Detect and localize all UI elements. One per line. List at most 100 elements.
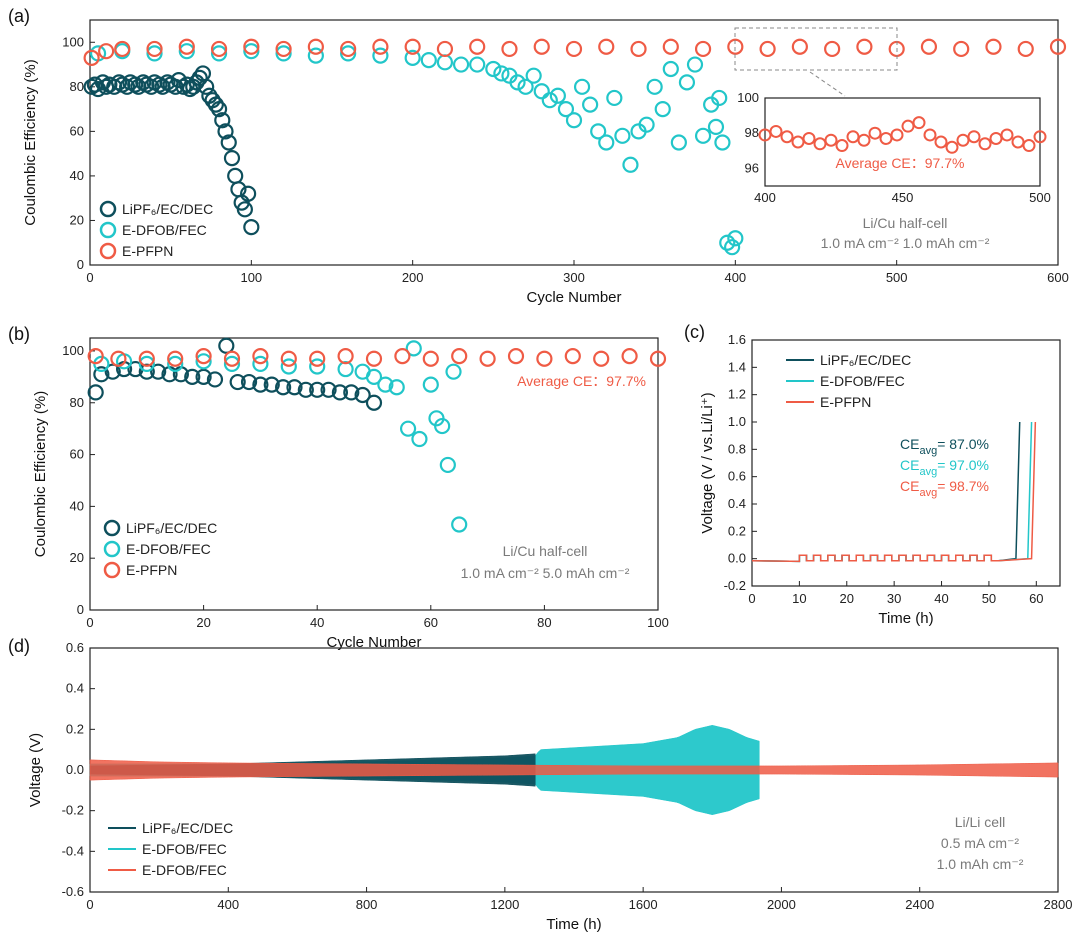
panel-b-data-point [621, 348, 638, 365]
panel-b-data-point [286, 379, 303, 396]
inset-data-point [813, 137, 827, 151]
panel-a-data-point [98, 43, 115, 60]
inset-data-point [967, 130, 981, 144]
panel-c-y-tick-label: 1.0 [728, 414, 746, 429]
panel-d-legend-label: E-DFOB/FEC [142, 841, 227, 857]
panel-a-data-point [565, 40, 583, 58]
panel-a-data-point [727, 230, 744, 247]
panel-d-x-tick-label: 2400 [905, 897, 934, 912]
panel-b-data-point [263, 376, 280, 393]
panel-d-y-tick-label: 0.6 [66, 640, 84, 655]
panel-a-data-point [694, 127, 712, 144]
panel-b-data-point [240, 373, 258, 391]
panel-a-data-point [135, 74, 152, 91]
inset-data-point [945, 140, 959, 154]
inset-data-point [956, 133, 970, 147]
panel-a-data-point [127, 76, 144, 93]
panel-c-plot-frame [751, 339, 1061, 587]
panel-b-data-point [411, 430, 428, 448]
panel-b-data-point [593, 350, 610, 367]
panel-a-data-point [590, 123, 607, 140]
inset-data-point [824, 133, 838, 147]
inset-data-point [934, 135, 948, 149]
panel-d-legend-label: LiPF₆/EC/DEC [142, 820, 233, 836]
panel-b-data-point [252, 376, 269, 393]
panel-a-data-point [436, 54, 454, 71]
inset-data-point [1033, 130, 1047, 144]
panel-a-data-point [227, 167, 244, 185]
panel-c-y-tick-label: 0.8 [728, 441, 746, 456]
panel-c-y-axis-label: Voltage (V / vs.Li/Li⁺) [699, 392, 716, 533]
panel-b-data-point [87, 384, 104, 401]
panel-d-y-tick-label: 0.4 [66, 681, 84, 696]
panel-b-y-tick-label: 100 [62, 343, 84, 358]
panel-b-data-point [195, 368, 212, 385]
panel-c-legend-label: E-PFPN [820, 394, 871, 410]
panel-b-data-point [377, 376, 394, 393]
panel-a-data-point [236, 201, 253, 218]
panel-b-legend-marker [103, 561, 121, 579]
panel-a-data-point [525, 67, 542, 84]
panel-b-data-point [343, 384, 360, 401]
panel-a-data-point [83, 49, 100, 66]
panel-a-data-point [210, 45, 228, 62]
panel-a-x-tick-label: 400 [724, 270, 746, 285]
panel-a-data-point [485, 60, 502, 78]
panel-d-panel-label: (d) [8, 636, 30, 656]
panel-b-data-point [394, 348, 411, 365]
panel-c-y-tick-label: 0.6 [728, 469, 746, 484]
panel-a-data-point [243, 43, 260, 60]
panel-b-cell-note: Li/Cu half-cell [503, 543, 588, 559]
panel-a-data-point [210, 40, 228, 58]
panel-a-data-point [509, 74, 526, 91]
panel-c-x-tick-label: 30 [887, 591, 901, 606]
panel-a-data-point [146, 40, 163, 58]
panel-b-legend-label: E-DFOB/FEC [126, 541, 211, 557]
panel-b-y-tick-label: 0 [77, 602, 84, 617]
panel-b-data-point [138, 355, 155, 373]
panel-b-x-tick-label: 60 [424, 615, 438, 630]
panel-a-data-point [178, 38, 195, 55]
panel-a-data-point [223, 149, 241, 167]
panel-b-data-point [309, 358, 326, 375]
panel-b-x-tick-label: 100 [647, 615, 669, 630]
panel-a-x-tick-label: 300 [563, 270, 585, 285]
panel-b-x-tick-label: 40 [310, 615, 324, 630]
panel-a-data-point [404, 49, 421, 66]
inset-data-point [769, 124, 783, 138]
panel-b-data-point [388, 379, 405, 396]
panel-a-y-axis-label: Coulombic Efficiency (%) [22, 59, 39, 225]
panel-c-voltage-curve [751, 421, 1037, 563]
panel-a-data-point [159, 74, 176, 91]
panel-a-data-point [243, 219, 260, 236]
panel-d-panel: 0 400 800 1200 1600 2000 2400 2800 -0.6 -0.4 -0.2 0… [8, 636, 1072, 933]
panel-b-data-point [195, 353, 212, 370]
panel-a-legend-marker [99, 200, 117, 218]
inset-data-point [923, 128, 937, 142]
panel-a-data-point [824, 40, 841, 58]
panel-b-legend-marker [103, 519, 121, 537]
panel-a-y-tick-label: 80 [70, 79, 84, 94]
inset-data-point [802, 131, 816, 145]
inset-data-point [791, 135, 805, 149]
panel-c-ce-label: CEavg= 87.0% [900, 436, 989, 457]
panel-a-y-tick-label: 0 [77, 257, 84, 272]
panel-d-x-tick-label: 1600 [629, 897, 658, 912]
panel-a-data-point [198, 78, 215, 95]
panel-b-y-tick-label: 40 [70, 498, 84, 513]
panel-a-data-point [614, 127, 631, 144]
panel-b-data-point [536, 350, 553, 367]
panel-b-data-point [195, 348, 212, 365]
inset-frame [764, 97, 1041, 187]
panel-d-y-tick-label: 0.0 [66, 762, 84, 777]
panel-a-data-point [606, 89, 623, 107]
panel-b-legend-label: LiPF₆/EC/DEC [126, 520, 217, 536]
panel-a-data-point [533, 83, 550, 100]
panel-b-data-point [399, 420, 417, 437]
inset-data-point [835, 139, 849, 153]
panel-a-data-point [240, 185, 257, 202]
panel-a-data-point [469, 56, 486, 73]
panel-a-data-point [1017, 40, 1034, 58]
panel-a-data-point [670, 134, 687, 151]
